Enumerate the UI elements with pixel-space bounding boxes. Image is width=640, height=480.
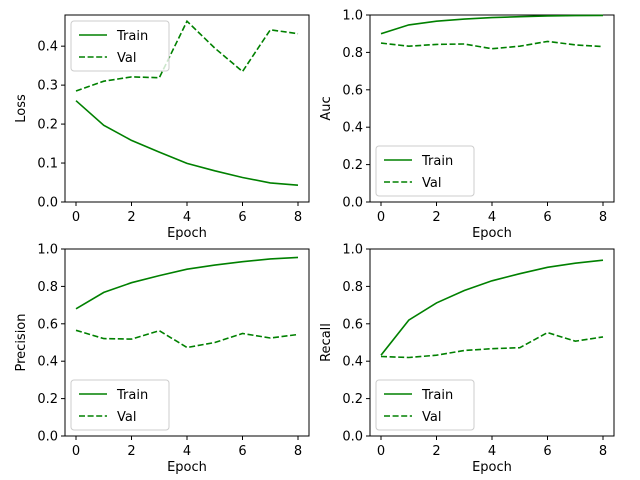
panel-recall-series-val-line [380, 331, 604, 359]
panel-recall-ytick-label: 0.2 [342, 392, 363, 407]
panel-recall-xtick-label: 2 [432, 444, 440, 459]
panel-recall-legend-box [375, 379, 475, 431]
panel-loss-xtick-label: 0 [72, 210, 80, 225]
panel-loss-series-train-line [75, 100, 299, 186]
panel-recall-xtick-label: 4 [488, 444, 496, 459]
panel-auc-xtick-label: 6 [543, 210, 551, 225]
panel-auc-ytick-label: 1.0 [342, 9, 363, 24]
panel-precision-ytick-label: 0.6 [37, 317, 58, 332]
panel-recall-xtick-label: 6 [543, 444, 551, 459]
panel-loss-xtick-label: 8 [294, 210, 302, 225]
panel-recall-ytick-label: 0.0 [342, 430, 363, 445]
panel-recall-ytick-label: 0.6 [342, 317, 363, 332]
panel-auc-ytick-label: 0.0 [342, 196, 363, 211]
panel-precision-ytick-label: 0.0 [37, 430, 58, 445]
panel-recall-ytick-label: 1.0 [342, 243, 363, 258]
panel-loss-ytick-label: 0.1 [37, 157, 58, 172]
panel-loss-legend-label-train: Train [116, 29, 148, 44]
panel-loss-xlabel: Epoch [167, 226, 207, 241]
panel-auc-legend-label-train: Train [421, 154, 453, 169]
panel-auc-legend-box [375, 145, 475, 197]
panel-auc-ytick-label: 0.2 [342, 158, 363, 173]
panel-precision-ytick-label: 0.8 [37, 280, 58, 295]
panel-loss-ytick-label: 0.0 [37, 196, 58, 211]
panel-loss-xtick-label: 6 [238, 210, 246, 225]
panel-auc-ytick-label: 0.8 [342, 46, 363, 61]
panel-loss-legend-box [70, 20, 170, 72]
panel-loss-legend-label-val: Val [117, 51, 136, 66]
panel-precision-ytick-label: 0.4 [37, 355, 58, 370]
panel-auc-legend: Train Val [375, 145, 475, 197]
panel-precision-ytick-label: 0.2 [37, 392, 58, 407]
panel-loss-xtick-label: 4 [183, 210, 191, 225]
panel-loss-ytick-label: 0.3 [37, 79, 58, 94]
panel-precision-ylabel: Precision [14, 313, 29, 371]
panel-precision-xlabel: Epoch [167, 460, 207, 475]
panel-auc-legend-label-val: Val [422, 176, 441, 191]
panel-precision-legend-label-train: Train [116, 388, 148, 403]
panel-precision-xtick-label: 4 [183, 444, 191, 459]
panel-precision-series-val-line [75, 329, 299, 349]
panel-precision: 0 2 4 6 8 0.0 0.2 0.4 0.6 0.8 1.0 Epoch Precision Tra… [14, 243, 310, 475]
panel-loss-series-val-line [75, 19, 299, 92]
panel-auc-xtick-label: 4 [488, 210, 496, 225]
panel-recall-legend-label-val: Val [422, 410, 441, 425]
panel-precision-legend: Train Val [70, 379, 170, 431]
panel-recall-xtick-label: 0 [377, 444, 385, 459]
panel-loss-xtick-label: 2 [127, 210, 135, 225]
panel-auc-xtick-label: 8 [599, 210, 607, 225]
panel-recall-legend-label-train: Train [421, 388, 453, 403]
panel-auc: 0 2 4 6 8 0.0 0.2 0.4 0.6 0.8 1.0 Epoch Auc Train Val [319, 9, 615, 241]
panel-recall: 0 2 4 6 8 0.0 0.2 0.4 0.6 0.8 1.0 Epoch Recall Train V… [319, 243, 615, 475]
panel-precision-legend-label-val: Val [117, 410, 136, 425]
panel-precision-legend-box [70, 379, 170, 431]
panel-auc-series-train-line [380, 14, 604, 35]
panel-precision-series-train-line [75, 256, 299, 310]
panel-loss: 0 2 4 6 8 0.0 0.1 0.2 0.3 0.4 Epoch Loss Train Val [14, 14, 310, 241]
panel-recall-ytick-label: 0.8 [342, 280, 363, 295]
panel-recall-xlabel: Epoch [472, 460, 512, 475]
panel-recall-legend: Train Val [375, 379, 475, 431]
panel-recall-xtick-label: 8 [599, 444, 607, 459]
panel-loss-ylabel: Loss [14, 94, 29, 123]
panel-auc-ylabel: Auc [319, 96, 334, 120]
panel-precision-xtick-label: 2 [127, 444, 135, 459]
panel-auc-xtick-label: 0 [377, 210, 385, 225]
panel-loss-ytick-label: 0.4 [37, 40, 58, 55]
panel-precision-xtick-label: 0 [72, 444, 80, 459]
panel-recall-ylabel: Recall [319, 323, 334, 362]
panel-precision-ytick-label: 1.0 [37, 243, 58, 258]
panel-auc-ytick-label: 0.4 [342, 121, 363, 136]
panel-auc-xlabel: Epoch [472, 226, 512, 241]
panel-precision-xtick-label: 6 [238, 444, 246, 459]
panel-auc-series-val-line [380, 40, 604, 50]
panel-auc-xtick-label: 2 [432, 210, 440, 225]
panel-recall-ytick-label: 0.4 [342, 355, 363, 370]
panel-loss-legend: Train Val [70, 20, 170, 72]
panel-auc-ytick-label: 0.6 [342, 83, 363, 98]
panel-loss-ytick-label: 0.2 [37, 118, 58, 133]
panel-precision-xtick-label: 8 [294, 444, 302, 459]
panel-recall-series-train-line [380, 259, 604, 356]
